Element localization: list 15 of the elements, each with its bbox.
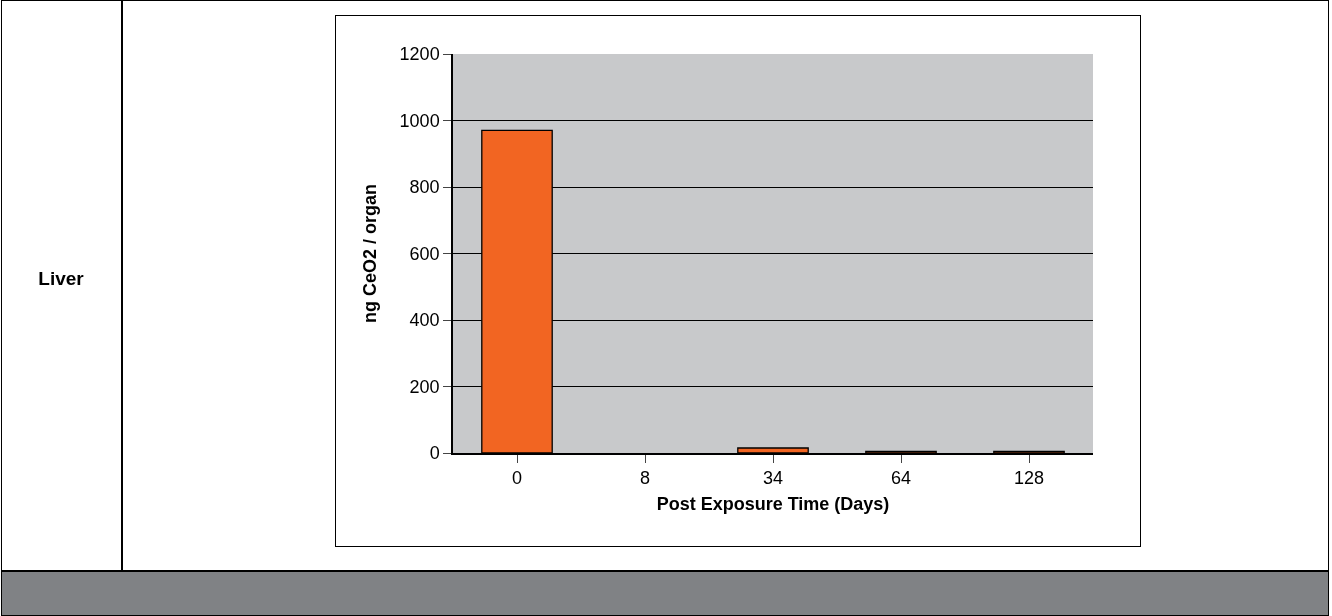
y-tick-label: 0 (429, 443, 440, 464)
x-tick-label: 8 (639, 468, 651, 489)
y-tick-label: 400 (409, 310, 440, 331)
y-axis-title: ng CeO2 / organ (360, 183, 381, 324)
text: Liver (37, 268, 85, 290)
y-tick-label: 200 (409, 376, 440, 397)
x-axis-title: Post Exposure Time (Days) (656, 493, 890, 514)
y-tick-label: 1200 (399, 44, 440, 65)
y-tick-label: 600 (409, 243, 440, 264)
x-tick-label: 0 (511, 468, 523, 489)
y-tick-label: 1000 (399, 110, 440, 131)
x-tick-label: 64 (890, 468, 912, 489)
x-tick-label: 34 (762, 468, 784, 489)
x-tick-label: 128 (1013, 468, 1045, 489)
y-tick-label: 800 (409, 177, 440, 198)
